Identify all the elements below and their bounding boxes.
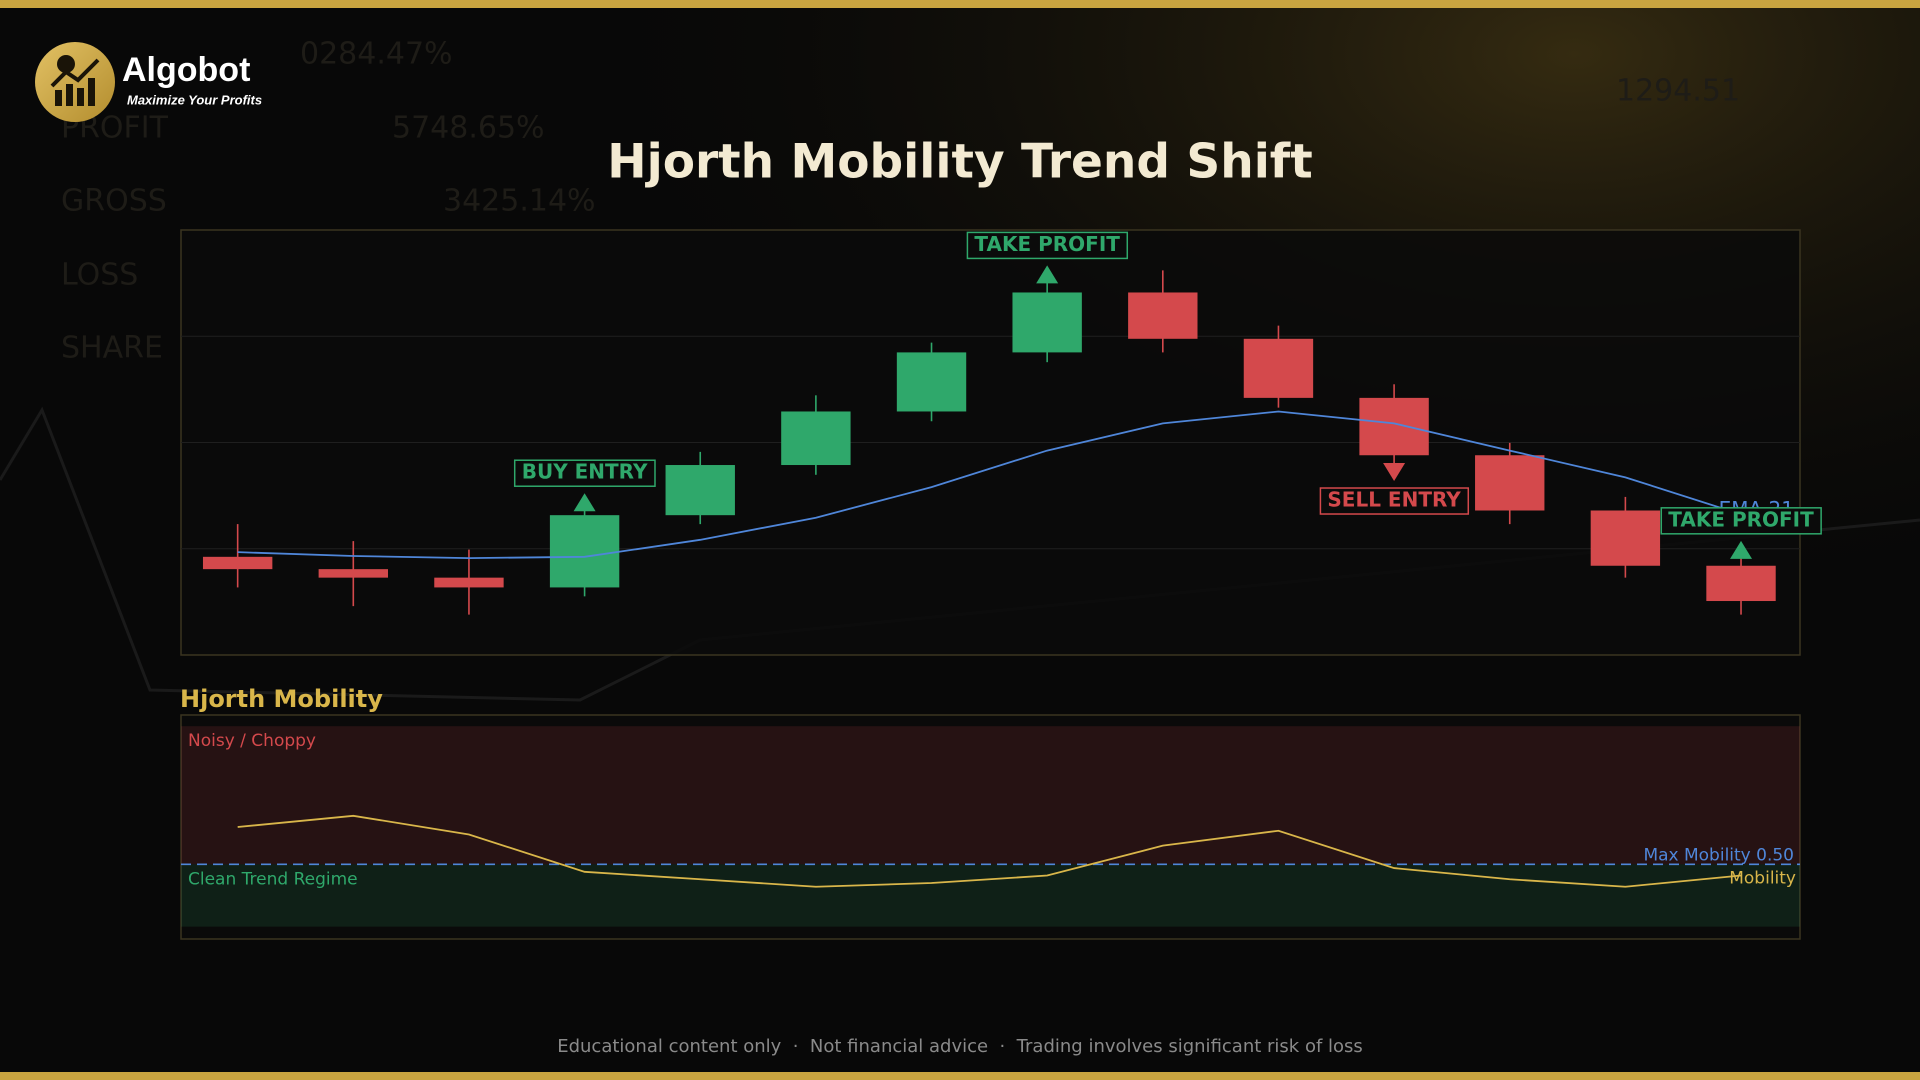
candle-body <box>1012 292 1082 353</box>
threshold-label: Max Mobility 0.50 <box>1643 845 1794 865</box>
top-border <box>0 0 1920 8</box>
logo: Algobot Maximize Your Profits <box>35 42 262 122</box>
mobility-panel <box>180 714 1801 940</box>
background-text: 3425.14% <box>443 184 596 219</box>
brand-name: Algobot <box>122 51 250 89</box>
series-label: Mobility <box>1729 869 1796 889</box>
subchart-title: Hjorth Mobility <box>180 685 383 713</box>
brand-tagline: Maximize Your Profits <box>127 92 262 107</box>
signal-arrow <box>573 493 596 512</box>
signal-label: TAKE PROFIT <box>1668 507 1814 531</box>
zone-label: Noisy / Choppy <box>188 731 316 751</box>
candle-body <box>1590 510 1661 566</box>
signal-arrow <box>1383 463 1406 482</box>
candle-body <box>665 465 735 516</box>
candle-body <box>781 411 851 466</box>
candle-body <box>1475 455 1545 511</box>
signal-label: BUY ENTRY <box>522 460 648 484</box>
candle-body <box>202 556 273 570</box>
footer: Educational content only · Not financial… <box>557 1036 1363 1057</box>
background-text: SHARE <box>61 331 163 366</box>
signal-arrow <box>1730 540 1753 559</box>
background-text: LOSS <box>61 258 138 293</box>
signal-label: SELL ENTRY <box>1327 488 1461 512</box>
candle-body <box>1706 565 1776 602</box>
background-text: 5748.65% <box>392 111 545 146</box>
signal-box <box>1660 507 1822 535</box>
bottom-border <box>0 1072 1920 1080</box>
candle-body <box>318 569 389 578</box>
background-texts: 0284.47%PROFIT 5748.65%GROSS 3425.14%LOSSS… <box>61 37 1740 366</box>
candle-body <box>1359 397 1429 456</box>
candle-body <box>896 352 967 412</box>
candle-body <box>434 577 504 588</box>
logo-circle <box>35 42 115 122</box>
signal-label: TAKE PROFIT <box>974 232 1120 256</box>
background-text: 0284.47% <box>300 37 453 72</box>
signal-box <box>1319 487 1470 515</box>
background-text: 1294.51 <box>1616 74 1740 109</box>
ema-line <box>237 410 1742 560</box>
logo-icon <box>50 55 100 106</box>
mobility-line <box>237 814 1742 888</box>
mobility-plot: Noisy / Choppy Clean Trend Regime Max Mobi… <box>181 726 1800 927</box>
signal-box <box>513 459 656 487</box>
background-text: GROSS <box>61 184 167 219</box>
signal-box <box>966 231 1129 260</box>
chart-title: Hjorth Mobility Trend Shift <box>607 135 1312 190</box>
signal-arrow <box>1036 265 1059 284</box>
candle-body <box>549 515 620 588</box>
regime-zone <box>181 726 1800 865</box>
candle-body <box>1128 292 1198 339</box>
zone-label: Clean Trend Regime <box>188 869 358 889</box>
candle-body <box>1243 338 1314 398</box>
regime-zone <box>181 864 1800 927</box>
